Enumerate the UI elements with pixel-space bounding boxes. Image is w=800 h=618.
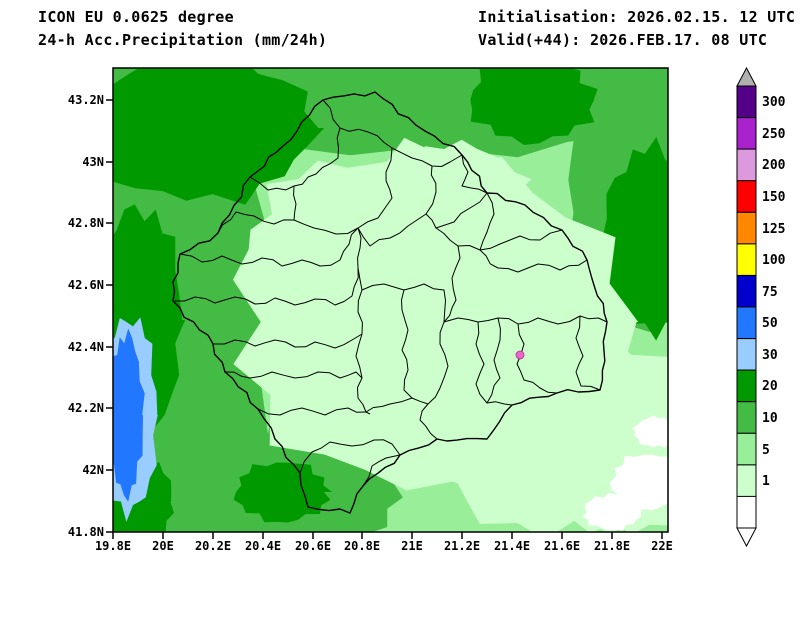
y-tick-label: 42.2N [68, 401, 104, 415]
precip-zone [601, 137, 668, 341]
legend-label: 5 [762, 443, 770, 458]
legend-swatch [736, 243, 757, 276]
x-tick-label: 20.2E [195, 539, 231, 553]
legend-swatch [736, 495, 757, 529]
precip-zone [582, 492, 643, 531]
x-tick-label: 20E [152, 539, 174, 553]
map-frame [112, 67, 669, 533]
legend-label: 50 [762, 316, 778, 331]
x-tick-label: 21.4E [494, 539, 530, 553]
municipality-border [217, 147, 393, 235]
y-tick-label: 43N [82, 155, 104, 169]
colorbar-overflow-triangle [736, 66, 757, 87]
legend-swatch [736, 117, 757, 150]
pink-marker [515, 350, 525, 360]
legend-swatch [736, 148, 757, 182]
latitude-axis [106, 99, 113, 533]
legend-label: 20 [762, 379, 778, 394]
municipality-border [479, 192, 495, 251]
municipality-border [479, 249, 588, 273]
legend-swatch [736, 211, 757, 245]
legend-swatch [736, 369, 757, 403]
legend-swatch [736, 180, 757, 213]
precip-zone [470, 68, 598, 145]
valid-time: Valid(+44): 2026.FEB.17. 08 UTC [478, 31, 767, 49]
municipality-border [365, 397, 429, 413]
municipality-border [425, 192, 488, 229]
precip-zone [378, 139, 532, 244]
x-tick-label: 21E [401, 539, 423, 553]
legend-swatch [736, 338, 757, 371]
municipality-border [213, 333, 363, 349]
legend-label: 30 [762, 348, 778, 363]
legend-swatch [736, 274, 757, 308]
y-tick-label: 41.8N [68, 525, 104, 539]
municipality-border [224, 371, 363, 379]
municipality-border [257, 407, 367, 416]
legend-label: 300 [762, 95, 786, 110]
legend-label: 100 [762, 253, 786, 268]
legend-label: 75 [762, 285, 778, 300]
municipality-border [486, 317, 501, 404]
municipality-border [293, 185, 297, 221]
legend-label: 200 [762, 158, 786, 173]
model-name: ICON EU 0.0625 degree [38, 8, 234, 26]
legend-label: 150 [762, 190, 786, 205]
municipality-border [355, 227, 371, 415]
y-tick-label: 42.6N [68, 278, 104, 292]
legend-label: 250 [762, 127, 786, 142]
product-title: 24-h Acc.Precipitation (mm/24h) [38, 31, 327, 49]
municipality-border [249, 99, 341, 191]
init-time: Initialisation: 2026.02.15. 12 UTC [478, 8, 795, 26]
municipality-border [361, 283, 446, 323]
legend-label: 125 [762, 222, 785, 237]
y-tick-label: 42.4N [68, 340, 104, 354]
municipality-border [299, 439, 401, 474]
municipality-border [401, 289, 413, 399]
x-tick-label: 22E [651, 539, 673, 553]
municipality-border [339, 127, 463, 167]
y-tick-label: 42N [82, 463, 104, 477]
x-tick-label: 21.2E [444, 539, 480, 553]
legend-swatch [736, 401, 757, 434]
precip-zone [113, 328, 145, 502]
municipality-border [443, 245, 461, 323]
longitude-axis [112, 532, 663, 539]
municipality-border [419, 321, 449, 440]
municipality-border [443, 315, 608, 325]
y-tick-label: 43.2N [68, 93, 104, 107]
y-tick-label: 42.8N [68, 216, 104, 230]
municipality-border [173, 267, 359, 306]
precip-zone [631, 415, 668, 448]
legend-label: 1 [762, 474, 770, 489]
municipality-border [435, 227, 563, 251]
x-tick-label: 21.6E [544, 539, 580, 553]
municipality-border [179, 227, 359, 267]
colorbar-underflow-triangle [736, 527, 757, 548]
x-tick-label: 19.8E [95, 539, 131, 553]
x-tick-label: 20.8E [344, 539, 380, 553]
legend-label: 10 [762, 411, 778, 426]
x-tick-label: 21.8E [594, 539, 630, 553]
x-tick-label: 20.4E [245, 539, 281, 553]
municipality-border [461, 154, 488, 194]
municipality-border [357, 165, 437, 247]
legend-swatch [736, 432, 757, 466]
municipality-border [475, 321, 513, 406]
legend-swatch [736, 464, 757, 497]
precip-zone [113, 68, 325, 205]
legend-swatch [736, 306, 757, 340]
legend-swatch [736, 85, 757, 119]
municipality-border [575, 315, 601, 391]
x-tick-label: 20.6E [295, 539, 331, 553]
municipality-borders [172, 91, 608, 514]
municipality-border [516, 323, 558, 394]
colorbar: 300 250 200 150 125 100 75 50 30 20 10 5… [736, 66, 786, 548]
municipality-border [362, 454, 401, 487]
precip-zone [576, 68, 668, 133]
